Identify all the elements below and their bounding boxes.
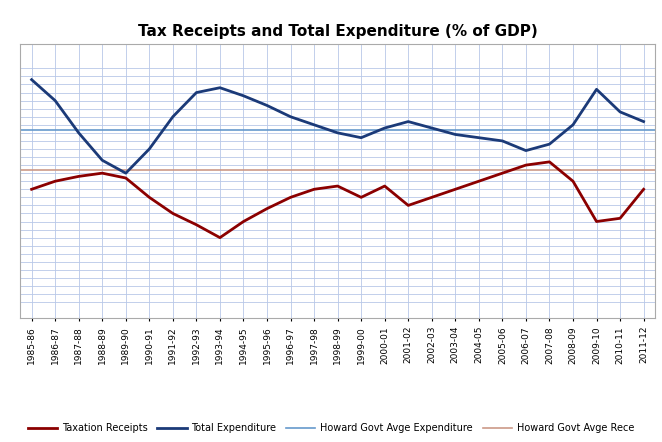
Title: Tax Receipts and Total Expenditure (% of GDP): Tax Receipts and Total Expenditure (% of… (138, 24, 538, 39)
Legend: Taxation Receipts, Total Expenditure, Howard Govt Avge Expenditure, Howard Govt : Taxation Receipts, Total Expenditure, Ho… (24, 419, 638, 437)
